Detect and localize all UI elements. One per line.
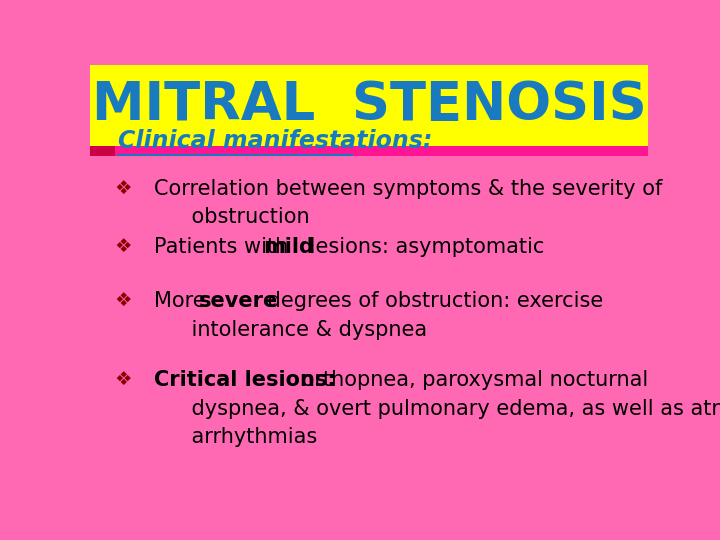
Text: ❖: ❖ xyxy=(114,292,132,310)
Text: ❖: ❖ xyxy=(114,238,132,256)
Text: intolerance & dyspnea: intolerance & dyspnea xyxy=(166,320,428,340)
Text: Critical lesions:: Critical lesions: xyxy=(154,370,336,390)
Text: Patients with: Patients with xyxy=(154,238,295,258)
Text: severe: severe xyxy=(199,292,279,312)
Text: arrhythmias: arrhythmias xyxy=(166,427,318,447)
Text: ❖: ❖ xyxy=(114,370,132,389)
Text: MITRAL  STENOSIS: MITRAL STENOSIS xyxy=(91,79,647,131)
Text: ❖: ❖ xyxy=(114,179,132,198)
Text: Correlation between symptoms & the severity of: Correlation between symptoms & the sever… xyxy=(154,179,662,199)
Text: lesions: asymptomatic: lesions: asymptomatic xyxy=(303,238,544,258)
Bar xyxy=(90,146,115,156)
Text: Clinical manifestations:: Clinical manifestations: xyxy=(118,129,432,153)
Text: orthopnea, paroxysmal nocturnal: orthopnea, paroxysmal nocturnal xyxy=(295,370,648,390)
Bar xyxy=(90,146,648,156)
Text: dyspnea, & overt pulmonary edema, as well as atrial: dyspnea, & overt pulmonary edema, as wel… xyxy=(166,399,720,418)
Text: obstruction: obstruction xyxy=(166,207,310,227)
Bar xyxy=(90,65,648,146)
Text: More: More xyxy=(154,292,212,312)
Text: degrees of obstruction: exercise: degrees of obstruction: exercise xyxy=(261,292,603,312)
Text: mild: mild xyxy=(264,238,314,258)
